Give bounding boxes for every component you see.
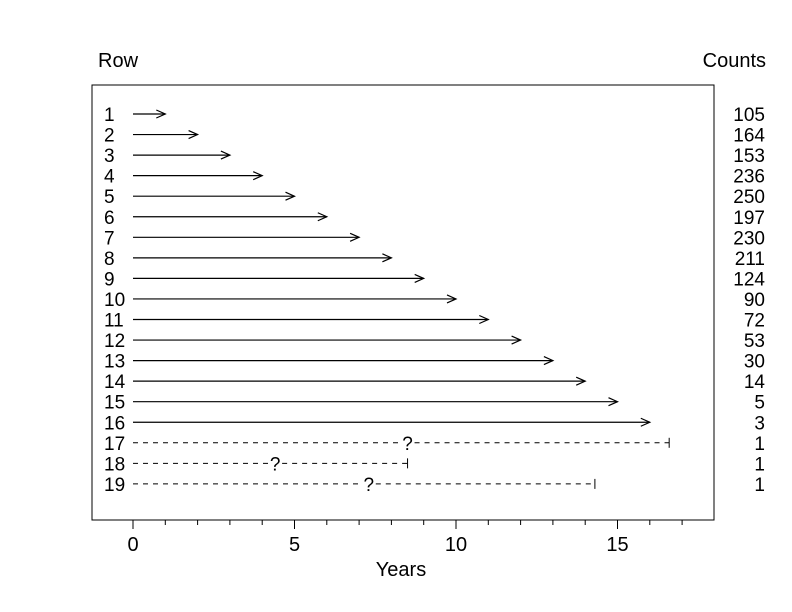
arrow-head [479, 314, 490, 325]
timeline-row: 13 30 [104, 352, 765, 373]
row-label: 5 [104, 187, 115, 208]
timeline-row: 8 211 [104, 249, 765, 270]
x-axis: 0 5 10 15 [127, 520, 683, 556]
timeline-row: 5 250 [104, 187, 765, 208]
row-label: 12 [104, 331, 125, 352]
arrow-head [511, 335, 523, 345]
timeline-row: 12 53 [104, 331, 765, 352]
row-label: 10 [104, 290, 125, 311]
x-tick-label: 0 [127, 534, 138, 556]
row-count: 5 [754, 393, 765, 414]
arrow-head [608, 397, 619, 407]
row-count: 211 [735, 249, 765, 270]
row-count: 153 [733, 146, 765, 167]
arrow-head [317, 212, 329, 222]
row-label: 19 [104, 475, 125, 496]
timeline-row: 4 236 [104, 167, 765, 188]
timeline-row: 7 230 [104, 228, 765, 249]
timeline-row: 15 5 [104, 393, 765, 414]
timeline-row: 14 14 [104, 372, 765, 393]
row-label: 4 [104, 167, 115, 188]
row-label: 14 [104, 372, 126, 393]
timeline-row: 18 1? [104, 454, 765, 475]
row-count: 197 [733, 208, 765, 229]
timeline-row: 6 197 [104, 208, 765, 229]
row-count: 1 [754, 434, 765, 455]
row-label: 1 [104, 105, 115, 126]
timeline-row: 17 1? [104, 434, 765, 455]
uncertainty-marker: ? [402, 434, 413, 455]
row-count: 72 [744, 311, 765, 332]
x-axis-label: Years [376, 559, 426, 581]
row-label: 15 [104, 393, 125, 414]
row-count: 164 [733, 126, 765, 147]
row-count: 230 [733, 228, 765, 249]
row-count: 3 [754, 413, 765, 434]
arrow-head [220, 150, 232, 160]
arrow-head [575, 376, 587, 386]
row-label: 3 [104, 146, 115, 167]
timeline-row: 19 1? [104, 475, 765, 496]
row-count: 105 [733, 105, 765, 126]
row-count: 14 [744, 372, 766, 393]
row-label: 18 [104, 454, 125, 475]
row-label: 11 [104, 311, 124, 332]
uncertainty-marker: ? [364, 475, 375, 496]
row-label: 2 [104, 126, 115, 147]
row-label: 13 [104, 352, 125, 373]
row-count: 124 [733, 269, 765, 290]
row-label: 9 [104, 269, 115, 290]
row-label: 16 [104, 413, 125, 434]
timeline-row: 16 3 [104, 413, 765, 434]
arrow-head [414, 273, 426, 283]
x-tick-label: 10 [445, 534, 467, 556]
arrow-head [156, 109, 167, 119]
row-label: 8 [104, 249, 115, 270]
row-label: 6 [104, 208, 115, 229]
arrow-head [252, 171, 264, 181]
row-count: 53 [744, 331, 765, 352]
arrow-head [349, 232, 361, 242]
row-label: 17 [104, 434, 125, 455]
arrow-head [446, 294, 458, 304]
row-count: 250 [733, 187, 765, 208]
timeline-row: 11 72 [104, 311, 765, 332]
row-label: 7 [104, 228, 115, 249]
arrow-head [382, 253, 393, 263]
timeline-row: 9 124 [104, 269, 765, 290]
row-count: 1 [754, 454, 765, 475]
row-count: 90 [744, 290, 765, 311]
arrow-head [640, 417, 652, 427]
timeline-row: 10 90 [104, 290, 765, 311]
row-count: 30 [744, 352, 765, 373]
row-count: 236 [733, 167, 765, 188]
counts-header: Counts [703, 50, 766, 72]
uncertainty-marker: ? [270, 454, 281, 475]
plot-frame [91, 84, 715, 521]
arrow-head [285, 191, 296, 201]
arrow-head [543, 356, 555, 366]
row-header: Row [98, 50, 139, 72]
timeline-row: 1 105 [104, 105, 765, 126]
x-tick-label: 5 [289, 534, 300, 556]
row-count: 1 [754, 475, 765, 496]
timeline-row: 2 164 [104, 126, 765, 147]
arrow-head [188, 130, 200, 140]
timeline-row: 3 153 [104, 146, 765, 167]
x-tick-label: 15 [606, 534, 628, 556]
